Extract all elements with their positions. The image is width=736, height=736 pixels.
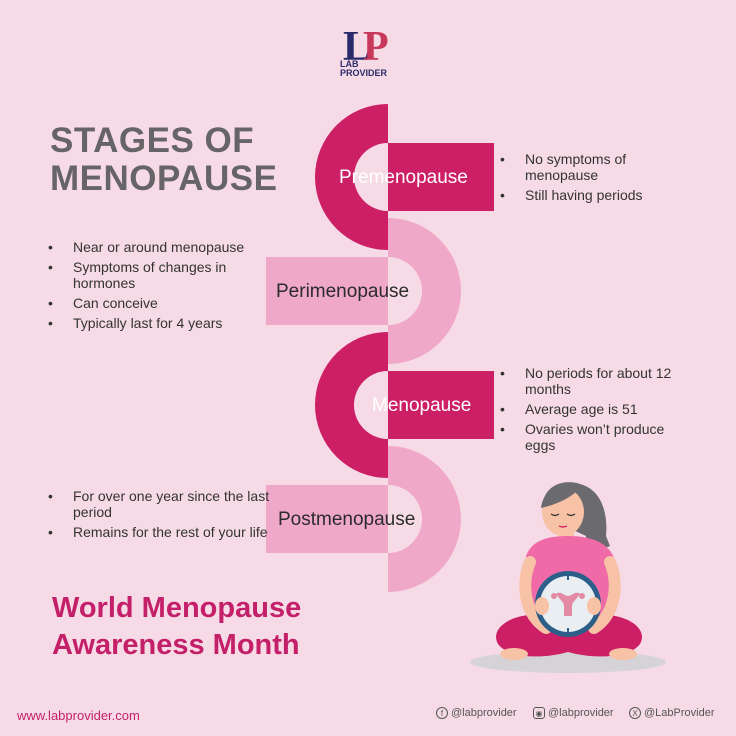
x-icon: X (629, 707, 641, 719)
lab-provider-logo: L P (343, 24, 389, 70)
list-item: No periods for about 12 months (500, 365, 690, 397)
premenopause-bullets: No symptoms of menopause Still having pe… (500, 151, 660, 207)
page-title: STAGES OF MENOPAUSE (50, 122, 278, 198)
svg-text:P: P (363, 24, 389, 70)
logo-line-1: LAB (340, 59, 359, 69)
perimenopause-bullets: Near or around menopause Symptoms of cha… (48, 239, 273, 335)
awareness-heading: World Menopause Awareness Month (52, 590, 301, 664)
facebook-icon: f (436, 707, 448, 719)
menopause-bullets: No periods for about 12 months Average a… (500, 365, 690, 457)
stage-label-menopause: Menopause (372, 395, 472, 416)
postmenopause-curve (388, 446, 461, 592)
x-link[interactable]: X @LabProvider (629, 707, 714, 719)
list-item: Typically last for 4 years (48, 315, 273, 331)
list-item: For over one year since the last period (48, 488, 270, 520)
website-link[interactable]: www.labprovider.com (17, 708, 140, 723)
menopause-band (388, 371, 494, 439)
title-line-2: MENOPAUSE (50, 159, 278, 198)
list-item: No symptoms of menopause (500, 151, 660, 183)
list-item: Still having periods (500, 187, 660, 203)
list-item: Ovaries won’t produce eggs (500, 421, 690, 453)
awareness-line-1: World Menopause (52, 592, 302, 624)
facebook-link[interactable]: f @labprovider (436, 707, 517, 719)
perimenopause-curve (388, 218, 461, 364)
instagram-link[interactable]: ◉ @labprovider (533, 707, 614, 719)
list-item: Near or around menopause (48, 239, 273, 255)
uterus-icon (551, 592, 585, 616)
stage-label-postmenopause: Postmenopause (278, 509, 416, 530)
perimenopause-band (266, 257, 388, 325)
postmenopause-band (266, 485, 388, 553)
instagram-handle: @labprovider (548, 707, 614, 719)
stage-label-perimenopause: Perimenopause (276, 281, 410, 302)
list-item: Average age is 51 (500, 401, 690, 417)
logo-text: LAB PROVIDER (340, 60, 387, 78)
postmenopause-bullets: For over one year since the last period … (48, 488, 270, 544)
logo-line-2: PROVIDER (340, 68, 388, 78)
list-item: Can conceive (48, 295, 273, 311)
svg-text:L: L (343, 24, 371, 70)
premenopause-band (388, 143, 494, 211)
woman-illustration (470, 482, 666, 673)
list-item: Remains for the rest of your life (48, 524, 270, 540)
title-line-1: STAGES OF (50, 121, 255, 160)
premenopause-curve (315, 104, 388, 250)
instagram-icon: ◉ (533, 707, 545, 719)
x-handle: @LabProvider (644, 707, 715, 719)
awareness-line-2: Awareness Month (52, 629, 300, 661)
facebook-handle: @labprovider (451, 707, 517, 719)
stage-label-premenopause: Premenopause (339, 167, 468, 188)
menopause-curve (315, 332, 388, 478)
list-item: Symptoms of changes in hormones (48, 259, 248, 291)
